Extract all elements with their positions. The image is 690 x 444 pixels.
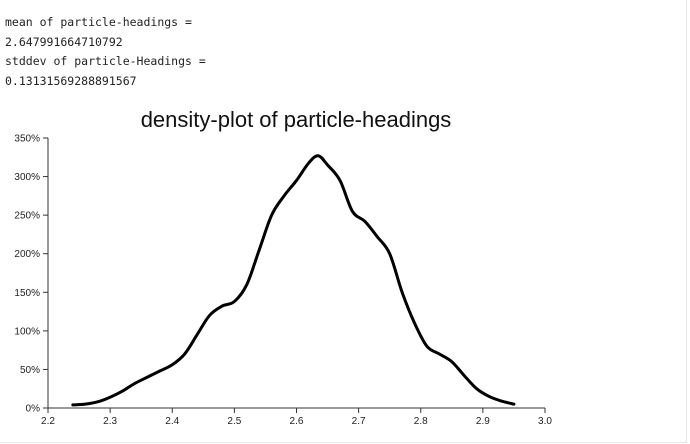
x-tick-label: 2.5	[227, 416, 241, 427]
y-tick-label: 200%	[14, 249, 40, 260]
x-tick-label: 3.0	[538, 416, 552, 427]
x-axis: 2.2 2.3 2.4 2.5 2.6 2.7 2.8 2.9 3.0	[41, 407, 552, 427]
x-tick-label: 2.4	[165, 416, 179, 427]
y-tick-label: 100%	[14, 326, 40, 337]
x-tick-label: 2.3	[103, 416, 117, 427]
y-tick-label: 350%	[14, 134, 40, 145]
y-tick-label: 0%	[26, 404, 41, 415]
chart-title: density-plot of particle-headings	[141, 107, 452, 132]
y-tick-label: 50%	[20, 365, 40, 376]
mean-value: 2.647991664710792	[5, 34, 123, 49]
y-tick-label: 150%	[14, 288, 40, 299]
stddev-value: 0.13131569288891567	[5, 73, 137, 88]
x-tick-label: 2.7	[352, 416, 366, 427]
series-group	[71, 154, 516, 407]
x-tick-label: 2.8	[414, 416, 428, 427]
density-line	[71, 154, 516, 407]
density-chart: density-plot of particle-headings 0% 50% 1…	[14, 107, 552, 427]
x-tick-label: 2.9	[476, 416, 490, 427]
stddev-label: stddev of particle-Headings =	[5, 54, 206, 68]
x-tick-label: 2.6	[290, 416, 304, 427]
console-output: mean of particle-headings = 2.6479916647…	[5, 13, 206, 91]
y-tick-label: 300%	[14, 172, 40, 183]
x-tick-label: 2.2	[41, 416, 55, 427]
y-axis: 0% 50% 100% 150% 200% 250% 300% 350%	[14, 134, 49, 415]
y-tick-label: 250%	[14, 211, 40, 222]
mean-label: mean of particle-headings =	[5, 15, 192, 29]
